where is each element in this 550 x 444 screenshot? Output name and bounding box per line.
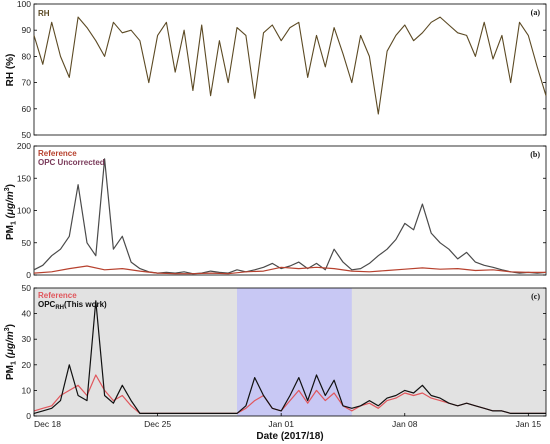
x-tick-label: Jan 01: [268, 419, 294, 429]
panel-c: 0 10 20 30 40 50 Dec 18 Dec 25 Jan 01 Jan 08 Jan …: [4, 283, 547, 442]
panel-c-highlight: [237, 288, 352, 416]
series-line-opc-rh-this-work-: [33, 300, 546, 414]
y-tick-label: 50: [22, 130, 32, 140]
x-tick-label: Dec 18: [34, 419, 61, 429]
y-tick-label: 0: [26, 411, 31, 421]
legend-opc-tail: (This work): [64, 300, 107, 309]
panel-c-series: [33, 300, 546, 414]
panel-a-series: [33, 16, 547, 115]
y-tick-label: 70: [22, 78, 32, 88]
y-tick-label: 90: [22, 25, 32, 35]
x-axis-label: Date (2017/18): [256, 431, 323, 442]
pm-base: PM: [5, 225, 16, 240]
y-tick-label: 100: [17, 206, 31, 216]
x-tick-label: Dec 25: [144, 419, 171, 429]
panel-b-tag: (b): [530, 150, 540, 159]
y-tick-label: 60: [22, 104, 32, 114]
y-tick-label: 80: [22, 51, 32, 61]
panel-a-ylabel: RH (%): [5, 54, 16, 87]
panel-a-yticks: 50 60 70 80 90 100: [17, 0, 546, 140]
panel-b-ylabel: PM1 (μg/m3): [4, 184, 18, 240]
legend-opc-base: OPC: [38, 300, 56, 309]
x-tick-label: Jan 08: [392, 419, 418, 429]
pm-sub: 1: [11, 221, 18, 225]
legend-opc-sub: RH: [55, 305, 64, 311]
pm-unit: (μg/m: [5, 191, 16, 218]
pm-close: ): [5, 184, 16, 187]
x-tick-label: Jan 15: [516, 419, 542, 429]
pm-sub-c: 1: [11, 361, 18, 365]
panel-c-ylabel: PM1 (μg/m3): [4, 324, 18, 380]
series-line-rh: [33, 16, 547, 115]
panel-c-legend-opc: OPCRH(This work): [38, 300, 107, 311]
panel-c-tag: (c): [531, 292, 540, 301]
panel-c-legend-reference: Reference: [38, 291, 77, 300]
panel-c-frame: [33, 287, 547, 417]
panel-c-yticks: 0 10 20 30 40 50: [22, 283, 546, 421]
y-tick-label: 50: [22, 238, 32, 248]
series-line-opc-uncorrected: [33, 158, 547, 275]
panel-c-xticks: Dec 18 Dec 25 Jan 01 Jan 08 Jan 15: [33, 413, 542, 429]
panel-b: 0 50 100 150 200 (b) Reference OPC Uncorrect…: [4, 141, 547, 280]
y-tick-label: 20: [22, 360, 32, 370]
pm-unit-c: (μg/m: [5, 331, 16, 358]
pm-base-c: PM: [5, 365, 16, 380]
panel-a-legend-rh: RH: [38, 9, 50, 18]
y-tick-label: 150: [17, 173, 31, 183]
panel-b-series: [33, 158, 547, 275]
panel-a: 50 60 70 80 90 100 (a) RH RH (%): [5, 0, 547, 140]
pm-close-c: ): [5, 324, 16, 327]
panel-b-frame: [33, 145, 547, 276]
pm-unit-sup-c: 3: [4, 327, 11, 331]
y-tick-label: 40: [22, 309, 32, 319]
panel-b-legend-reference: Reference: [38, 149, 77, 158]
panel-b-yticks: 0 50 100 150 200: [17, 141, 546, 280]
y-tick-label: 0: [26, 270, 31, 280]
y-tick-label: 10: [22, 385, 32, 395]
pm-unit-sup: 3: [4, 187, 11, 191]
y-tick-label: 30: [22, 334, 32, 344]
panel-a-tag: (a): [531, 8, 541, 17]
y-tick-label: 100: [17, 0, 31, 9]
panel-a-frame: [33, 3, 547, 136]
panel-b-legend-opc: OPC Uncorrected: [38, 158, 105, 167]
series-line-reference: [33, 265, 546, 275]
y-tick-label: 50: [22, 283, 32, 293]
y-tick-label: 200: [17, 141, 31, 151]
